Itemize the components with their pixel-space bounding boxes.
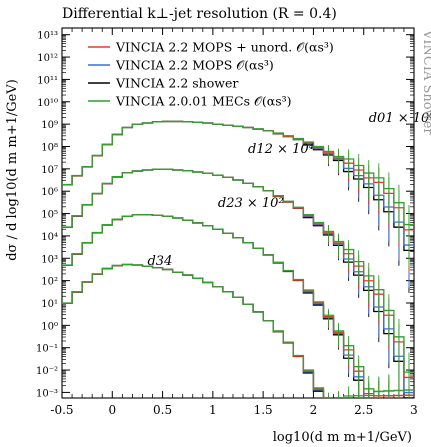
y-tick-label: 10¹² <box>37 53 58 64</box>
side-label: VINCIA Shower <box>420 29 431 135</box>
histogram-line <box>62 263 325 398</box>
histogram-line <box>62 214 365 398</box>
y-tick-label: 10⁴ <box>41 232 58 243</box>
x-tick-label: 3 <box>410 403 418 417</box>
series-layer <box>62 120 414 398</box>
x-tick-label: 1 <box>209 403 217 417</box>
legend-label: VINCIA 2.2 MOPS 𝒪(αs³) <box>115 58 274 73</box>
histogram-line <box>62 263 325 398</box>
histogram-line <box>62 214 414 393</box>
series-annotation: d34 <box>147 254 172 269</box>
y-tick-label: 10⁸ <box>41 142 58 153</box>
x-axis-label: log10(d m m+1/GeV) <box>273 430 412 445</box>
x-tick-label: 0 <box>108 403 116 417</box>
y-tick-label: 10⁻² <box>36 366 58 377</box>
y-tick-label: 10⁶ <box>41 187 58 198</box>
histogram-line <box>62 120 414 226</box>
y-tick-label: 10⁰ <box>41 321 58 332</box>
series-annotation: d12 × 10⁴ <box>248 142 314 157</box>
histogram-line <box>62 168 414 373</box>
series-annotation: d23 × 10² <box>218 196 284 211</box>
y-tick-label: 10¹ <box>41 299 58 310</box>
x-tick-label: 2.5 <box>354 403 373 417</box>
y-tick-label: 10¹³ <box>37 31 58 42</box>
chart-title: Differential k⊥-jet resolution (R = 0.4) <box>62 6 337 22</box>
axis-ticks: -0.5 0 0.5 1 1.5 2 2.5 3 10⁻³ 10⁻² 10⁻¹ 10⁰ 10¹ 10² 10… <box>36 28 418 417</box>
legend-label: VINCIA 2.2 shower <box>115 76 238 91</box>
x-tick-label: 0.5 <box>153 403 172 417</box>
legend: VINCIA 2.2 MOPS + unord. 𝒪(αs³) VINCIA 2.… <box>88 40 334 109</box>
plot-frame <box>61 27 415 399</box>
x-tick-label: 2 <box>310 403 318 417</box>
legend-label: VINCIA 2.0.01 MECs 𝒪(αs³) <box>115 94 292 109</box>
histogram-line <box>62 120 414 252</box>
x-tick-label: 1.5 <box>254 403 273 417</box>
histogram-line <box>62 214 414 397</box>
y-tick-label: 10⁻¹ <box>36 344 58 355</box>
y-tick-label: 10⁷ <box>41 165 58 176</box>
histogram-line <box>62 120 414 246</box>
y-tick-label: 10⁻³ <box>36 388 58 399</box>
y-tick-label: 10⁵ <box>41 210 58 221</box>
y-tick-label: 10³ <box>41 254 58 265</box>
y-axis-label: dσ / d log10(d m m+1/GeV) <box>5 79 20 261</box>
annotations: d01 × 10⁶ d12 × 10⁴ d23 × 10² d34 <box>147 111 431 269</box>
series-annotation: d01 × 10⁶ <box>369 111 431 126</box>
histogram-line <box>62 263 414 398</box>
x-tick-label: -0.5 <box>50 403 73 417</box>
y-tick-label: 10² <box>41 277 58 288</box>
y-tick-label: 10¹¹ <box>37 75 58 86</box>
legend-label: VINCIA 2.2 MOPS + unord. 𝒪(αs³) <box>115 40 334 55</box>
y-tick-label: 10⁹ <box>41 120 58 131</box>
y-tick-label: 10¹⁰ <box>37 98 58 109</box>
histogram-line <box>62 214 365 398</box>
